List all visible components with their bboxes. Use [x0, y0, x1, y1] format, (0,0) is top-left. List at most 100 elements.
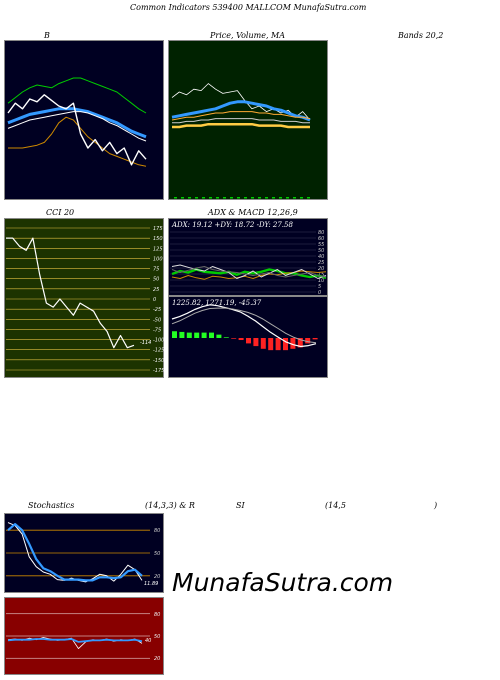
macd-histogram-bar — [268, 338, 274, 351]
stoch-tick-label: 20 — [154, 574, 160, 580]
volume-bar — [265, 197, 268, 199]
panel-background — [168, 218, 328, 296]
bb-upper-band-line — [7, 77, 147, 114]
panel-background — [168, 296, 328, 378]
macd-histogram-bar — [194, 332, 200, 338]
bb-middle-band-line — [7, 107, 147, 139]
price-ma-panel — [168, 40, 328, 200]
stoch-panel: 80 50 20 11.89 — [4, 513, 164, 593]
macd-histogram-bar — [172, 331, 177, 338]
rsi-last-value: 40 — [145, 638, 151, 644]
cci-tick-label: -175 — [153, 368, 164, 374]
macd-histogram-bar — [209, 332, 214, 338]
rsi-tick-label: 20 — [154, 656, 160, 662]
cci-tick-label: 125 — [153, 246, 163, 252]
volume-bar — [272, 197, 275, 199]
rsi-params-label: (14,5 — [325, 501, 346, 510]
price-ma-chart — [168, 40, 328, 200]
adx-panel: 80 60 55 50 40 25 20 15 10 5 0 ADX: 19.12 +DY: 18.7… — [168, 218, 328, 296]
adx-tick-label: 15 — [318, 272, 324, 278]
macd-histogram-bar — [260, 338, 266, 349]
bb-label: B — [44, 31, 50, 40]
bb-ma-line — [7, 111, 147, 142]
volume-bar — [244, 197, 247, 199]
cci-tick-label: 75 — [153, 267, 159, 273]
volume-bar — [307, 197, 310, 199]
bb-lower-band-line — [8, 116, 147, 167]
panel-background — [168, 40, 328, 200]
volume-bar — [209, 197, 212, 199]
volume-bar — [300, 197, 303, 199]
adx-tick-label: 20 — [318, 266, 324, 272]
cci-tick-label: 25 — [153, 287, 159, 293]
adx-values-title: ADX: 19.12 +DY: 18.72 -DY: 27.58 — [171, 221, 293, 229]
ma-grey-line — [172, 118, 310, 124]
volume-bar — [286, 197, 289, 199]
adx-tick-label: 60 — [318, 236, 324, 242]
volume-bar — [181, 197, 184, 199]
cci-tick-label: -25 — [153, 307, 161, 313]
stoch-label: Stochastics — [28, 501, 75, 510]
adx-minus-di-line — [171, 270, 327, 280]
macd-histogram-bar — [275, 338, 281, 351]
ma-orange-line — [171, 111, 311, 121]
macd-histogram-bar — [290, 338, 296, 349]
bands-label: Bands 20,2 — [398, 31, 444, 40]
adx-tick-label: 5 — [318, 284, 321, 290]
macd-histogram-bar — [223, 337, 229, 338]
cci-tick-label: -150 — [153, 358, 164, 364]
adx-tick-label: 80 — [318, 230, 324, 236]
macd-histogram-bar — [238, 338, 244, 341]
stoch-params-label: (14,3,3) & R — [145, 501, 195, 510]
cci-tick-label: 175 — [153, 226, 163, 232]
macd-histogram-bar — [312, 338, 318, 340]
rsi-tick-label: 80 — [154, 612, 160, 618]
cci-tick-label: 0 — [153, 297, 156, 303]
rsi-params-close: ) — [434, 501, 438, 510]
macd-histogram-bar — [186, 332, 192, 338]
volume-bar — [195, 197, 198, 199]
adx-tick-label: 55 — [318, 242, 324, 248]
cci-tick-label: -125 — [153, 348, 164, 354]
adx-line — [171, 264, 327, 279]
adx-macd-label: ADX & MACD 12,26,9 — [208, 208, 298, 217]
ma-yellow-line — [172, 122, 310, 129]
macd-histogram-bar — [179, 331, 185, 338]
rsi-ma-line — [7, 638, 143, 643]
cci-tick-label: 100 — [153, 256, 163, 262]
stoch-tick-label: 50 — [154, 551, 160, 557]
cci-label: CCI 20 — [46, 208, 75, 217]
adx-tick-label: 10 — [318, 278, 324, 284]
panel-background — [4, 40, 164, 200]
stoch-tick-label: 80 — [154, 528, 160, 534]
rsi-panel: 80 50 20 40 — [4, 597, 164, 675]
macd-histogram-bar — [297, 338, 303, 348]
adx-tick-label: 50 — [318, 248, 324, 254]
volume-bar — [279, 197, 282, 199]
macd-values-title: 1225.82, 1271.19, -45.37 — [172, 299, 262, 307]
rsi-chart: 80 50 20 40 — [4, 597, 164, 675]
macd-histogram-bar — [246, 338, 251, 344]
macd-panel: 1225.82, 1271.19, -45.37 — [168, 296, 328, 378]
adx-tick-label: 25 — [318, 260, 324, 266]
price-line — [171, 83, 311, 121]
price-ma-label: Price, Volume, MA — [210, 31, 286, 40]
macd-histogram-bar — [231, 338, 237, 339]
macd-histogram-bar — [216, 334, 222, 338]
macd-histogram-bar — [253, 338, 259, 347]
stoch-last-value: 11.89 — [144, 581, 158, 587]
bb-price-line — [7, 94, 147, 166]
ma-blue-line — [171, 100, 311, 122]
volume-bar — [202, 197, 205, 199]
cci-tick-label: 50 — [153, 277, 159, 283]
cci-tick-label: 150 — [153, 236, 163, 242]
volume-bar — [258, 197, 261, 199]
volume-bar — [251, 197, 254, 199]
adx-dx-line — [171, 266, 327, 278]
rsi-tick-label: 50 — [154, 634, 160, 640]
macd-histogram-bar — [305, 338, 311, 344]
panel-background — [4, 218, 164, 378]
macd-histogram-bar — [283, 338, 288, 351]
